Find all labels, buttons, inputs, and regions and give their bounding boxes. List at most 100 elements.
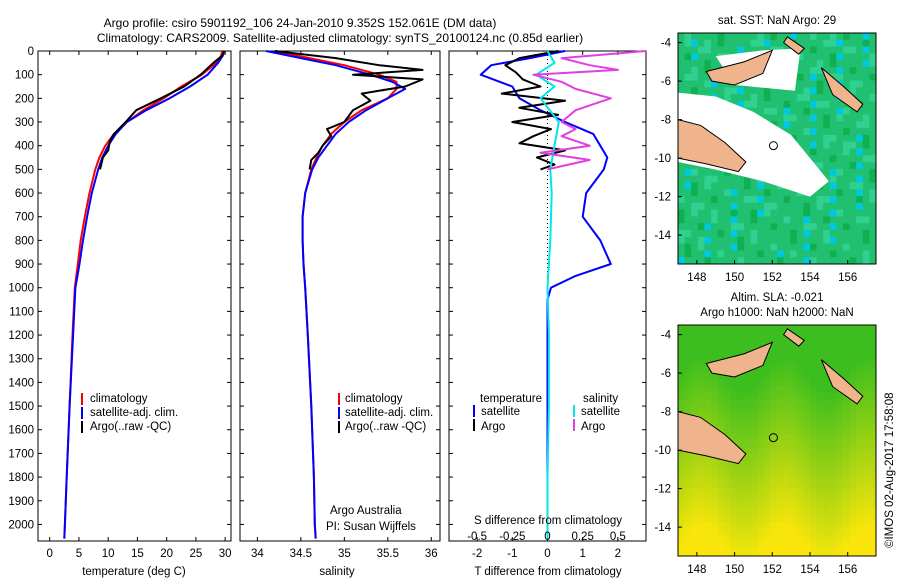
map-cell <box>836 406 844 414</box>
map-cell <box>691 392 699 401</box>
map-field <box>678 33 876 264</box>
map-cell <box>704 352 712 360</box>
map-cell <box>737 216 745 224</box>
map-cell <box>803 358 811 367</box>
map-cell <box>704 175 712 184</box>
map-cell <box>717 46 725 54</box>
map-cell <box>829 182 837 190</box>
map-cell <box>862 413 870 421</box>
map-cell <box>717 223 725 231</box>
map-cell <box>836 155 844 163</box>
map-cell <box>691 386 699 394</box>
map-cell <box>803 392 811 401</box>
map-cell <box>823 94 831 102</box>
map-cell <box>796 406 804 414</box>
map-cell <box>843 447 851 455</box>
map-cell <box>763 358 771 367</box>
map-cell <box>810 46 818 54</box>
map-cell <box>843 33 851 41</box>
map-cell <box>724 338 732 346</box>
map-cell <box>750 413 758 421</box>
map-cell <box>823 372 831 380</box>
map-cell <box>836 148 844 156</box>
map-cell <box>843 60 851 68</box>
depth-tick-label: 1500 <box>8 401 34 413</box>
map-cell <box>777 345 785 353</box>
map-cell <box>869 460 876 469</box>
map-cell <box>849 39 857 48</box>
map-cell <box>862 399 870 408</box>
map-cell <box>843 331 851 340</box>
map-cell <box>711 406 719 414</box>
map-cell <box>849 420 857 428</box>
map-cell <box>744 46 752 54</box>
map-cell <box>704 80 712 88</box>
map-cell <box>783 365 791 374</box>
map-cell <box>810 236 818 245</box>
map-cell <box>836 481 844 489</box>
map-cell <box>684 406 692 414</box>
map-cell <box>869 379 876 387</box>
map-cell <box>691 80 699 88</box>
map-cell <box>856 148 864 156</box>
map-cell <box>750 209 758 218</box>
map-cell <box>810 488 818 496</box>
map-cell <box>783 535 791 544</box>
map-cell <box>763 440 771 448</box>
map-cell <box>869 325 876 333</box>
map-cell <box>757 488 765 496</box>
map-cell <box>763 454 771 462</box>
map-cell <box>810 433 818 442</box>
map-cell <box>684 488 692 496</box>
map-cell <box>763 257 771 264</box>
map-cell <box>678 508 686 516</box>
float-position-marker <box>768 433 778 443</box>
map-cell <box>849 515 857 523</box>
map-cell <box>869 162 876 170</box>
map-cell <box>697 33 705 41</box>
map-cell <box>869 358 876 367</box>
map-cell <box>829 128 837 136</box>
map-cell <box>691 189 699 197</box>
map-cell <box>684 494 692 503</box>
map-cell <box>750 433 758 442</box>
map-cell <box>796 515 804 523</box>
map-cell <box>843 406 851 414</box>
map-cell <box>724 352 732 360</box>
map-cell <box>697 230 705 238</box>
map-cell <box>730 501 738 510</box>
map-cell <box>856 508 864 516</box>
map-cell <box>836 250 844 258</box>
x-tick-label: 34.5 <box>290 548 312 560</box>
map-cell <box>678 481 686 489</box>
map-cell <box>717 352 725 360</box>
map-cell <box>816 426 824 435</box>
map-cell <box>770 202 778 211</box>
map-cell <box>744 39 752 48</box>
map-cell <box>796 494 804 503</box>
map-cell <box>691 515 699 523</box>
map-cell <box>704 243 712 252</box>
map-cell <box>777 202 785 211</box>
depth-tick-label: 1100 <box>9 306 34 318</box>
map-cell <box>783 413 791 421</box>
map-cell <box>704 488 712 496</box>
map-cell <box>730 379 738 387</box>
map-cell <box>750 331 758 340</box>
map-cell <box>816 379 824 387</box>
map-cell <box>856 440 864 448</box>
map-cell <box>770 189 778 197</box>
map-cell <box>816 94 824 102</box>
map-cell <box>816 528 824 537</box>
map-cell <box>770 358 778 367</box>
map-cell <box>770 331 778 340</box>
map-cell <box>843 148 851 156</box>
map-cell <box>697 243 705 252</box>
map-cell <box>856 80 864 88</box>
map-cell <box>796 250 804 258</box>
x-tick-label: 15 <box>131 548 144 560</box>
x-tick-label: 1 <box>579 548 585 560</box>
map-cell <box>829 474 837 482</box>
map-cell <box>770 209 778 218</box>
map-cell <box>704 454 712 462</box>
